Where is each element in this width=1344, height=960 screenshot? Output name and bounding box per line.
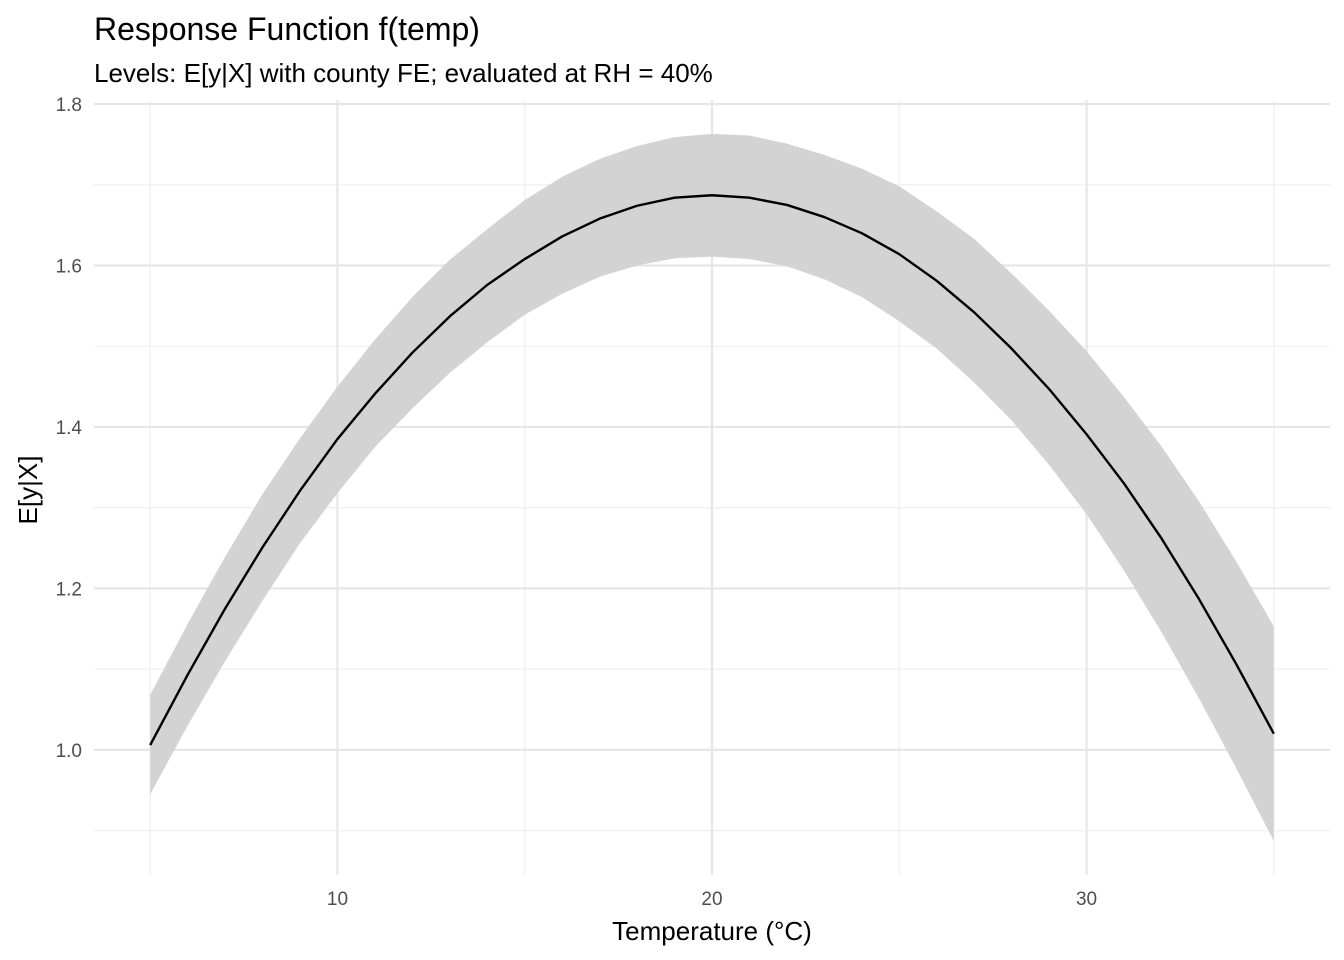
y-tick-label-1.0: 1.0 [56,741,82,762]
y-tick-label-1.6: 1.6 [56,256,82,277]
chart-subtitle: Levels: E[y|X] with county FE; evaluated… [94,58,713,88]
response-line [149,194,1275,746]
confidence-band [150,133,1274,842]
y-tick-label-1.2: 1.2 [56,579,82,600]
response-line-layer [149,194,1275,746]
y-tick-label-1.8: 1.8 [56,95,82,116]
x-tick-label-20: 20 [701,889,722,910]
confidence-band-layer [150,133,1274,842]
y-axis-title: E[y|X] [13,456,43,525]
x-axis-title: Temperature (°C) [612,916,812,946]
x-axis-ticks: 10 20 30 [327,889,1097,910]
x-tick-label-30: 30 [1076,889,1097,910]
y-axis-ticks: 1.0 1.2 1.4 1.6 1.8 [56,95,83,762]
y-tick-label-1.4: 1.4 [56,418,83,439]
x-tick-label-10: 10 [327,889,348,910]
chart-title: Response Function f(temp) [94,11,480,47]
